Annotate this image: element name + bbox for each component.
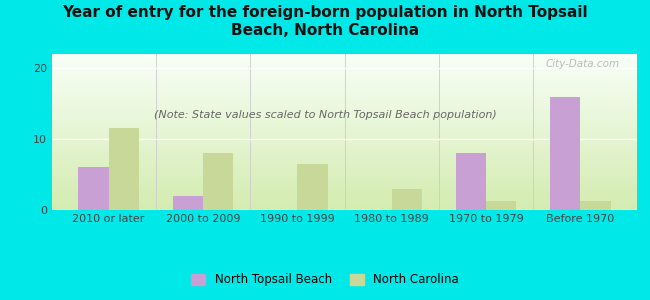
Bar xyxy=(297,164,328,210)
Legend: North Topsail Beach, North Carolina: North Topsail Beach, North Carolina xyxy=(187,269,463,291)
Bar xyxy=(486,202,516,210)
Bar xyxy=(580,202,610,210)
Bar xyxy=(550,97,580,210)
Bar xyxy=(109,128,139,210)
Bar xyxy=(79,167,109,210)
Bar xyxy=(173,196,203,210)
Bar xyxy=(203,153,233,210)
Bar xyxy=(456,153,486,210)
Text: Year of entry for the foreign-born population in North Topsail
Beach, North Caro: Year of entry for the foreign-born popul… xyxy=(62,4,588,38)
Bar xyxy=(392,189,422,210)
Text: City-Data.com: City-Data.com xyxy=(545,59,619,69)
Text: (Note: State values scaled to North Topsail Beach population): (Note: State values scaled to North Tops… xyxy=(153,110,497,119)
